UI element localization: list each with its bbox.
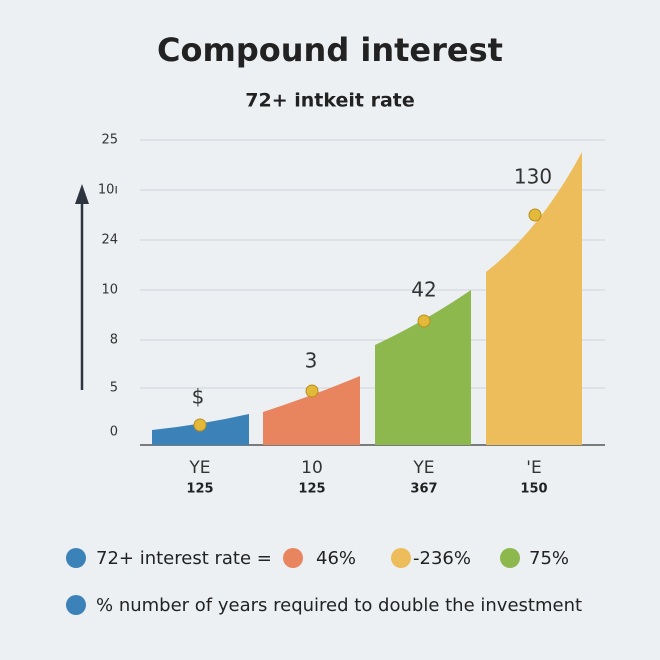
y-label: 5 <box>110 381 118 396</box>
y-label: 10ı <box>98 183 118 198</box>
area-segment <box>263 376 360 445</box>
legend-label: -236% <box>413 548 471 569</box>
y-labels: 25 10ı 24 10 8 5 0 <box>98 133 118 440</box>
y-label: 24 <box>101 233 118 248</box>
point-label: 42 <box>411 278 436 302</box>
y-label: 25 <box>101 133 118 148</box>
arrow <box>75 184 89 390</box>
points <box>193 208 542 432</box>
point <box>305 384 319 398</box>
point <box>528 208 542 222</box>
category-label: YE <box>412 458 434 478</box>
point-label: 3 <box>305 349 318 373</box>
category-value: 125 <box>186 482 213 497</box>
legend-swatch <box>391 548 411 568</box>
point <box>193 418 207 432</box>
y-label: 10 <box>101 283 118 298</box>
category-label: YE <box>188 458 210 478</box>
point <box>417 314 431 328</box>
title: Compound interest <box>157 31 503 69</box>
category-label: 'E <box>526 458 541 478</box>
category-label: 10 <box>301 458 323 478</box>
area-segment <box>486 152 582 445</box>
area-segment <box>375 290 471 445</box>
category-value: 125 <box>298 482 325 497</box>
legend: 72+ interest rate = 46% -236% 75% <box>66 548 569 569</box>
point-label: $ <box>192 385 205 409</box>
subtitle: 72+ intkeit rate <box>245 90 414 112</box>
legend-label: 75% <box>529 548 569 569</box>
legend-swatch <box>283 548 303 568</box>
legend-label: 72+ interest rate = <box>96 548 272 569</box>
point-label: 130 <box>514 165 552 189</box>
legend-swatch <box>66 548 86 568</box>
note-swatch <box>66 595 86 615</box>
y-label: 0 <box>110 425 118 440</box>
category-value: 150 <box>520 482 547 497</box>
y-label: 8 <box>110 333 118 348</box>
legend-label: 46% <box>316 548 356 569</box>
category-value: 367 <box>410 482 437 497</box>
footnote: % number of years required to double the… <box>96 595 582 616</box>
legend-swatch <box>500 548 520 568</box>
